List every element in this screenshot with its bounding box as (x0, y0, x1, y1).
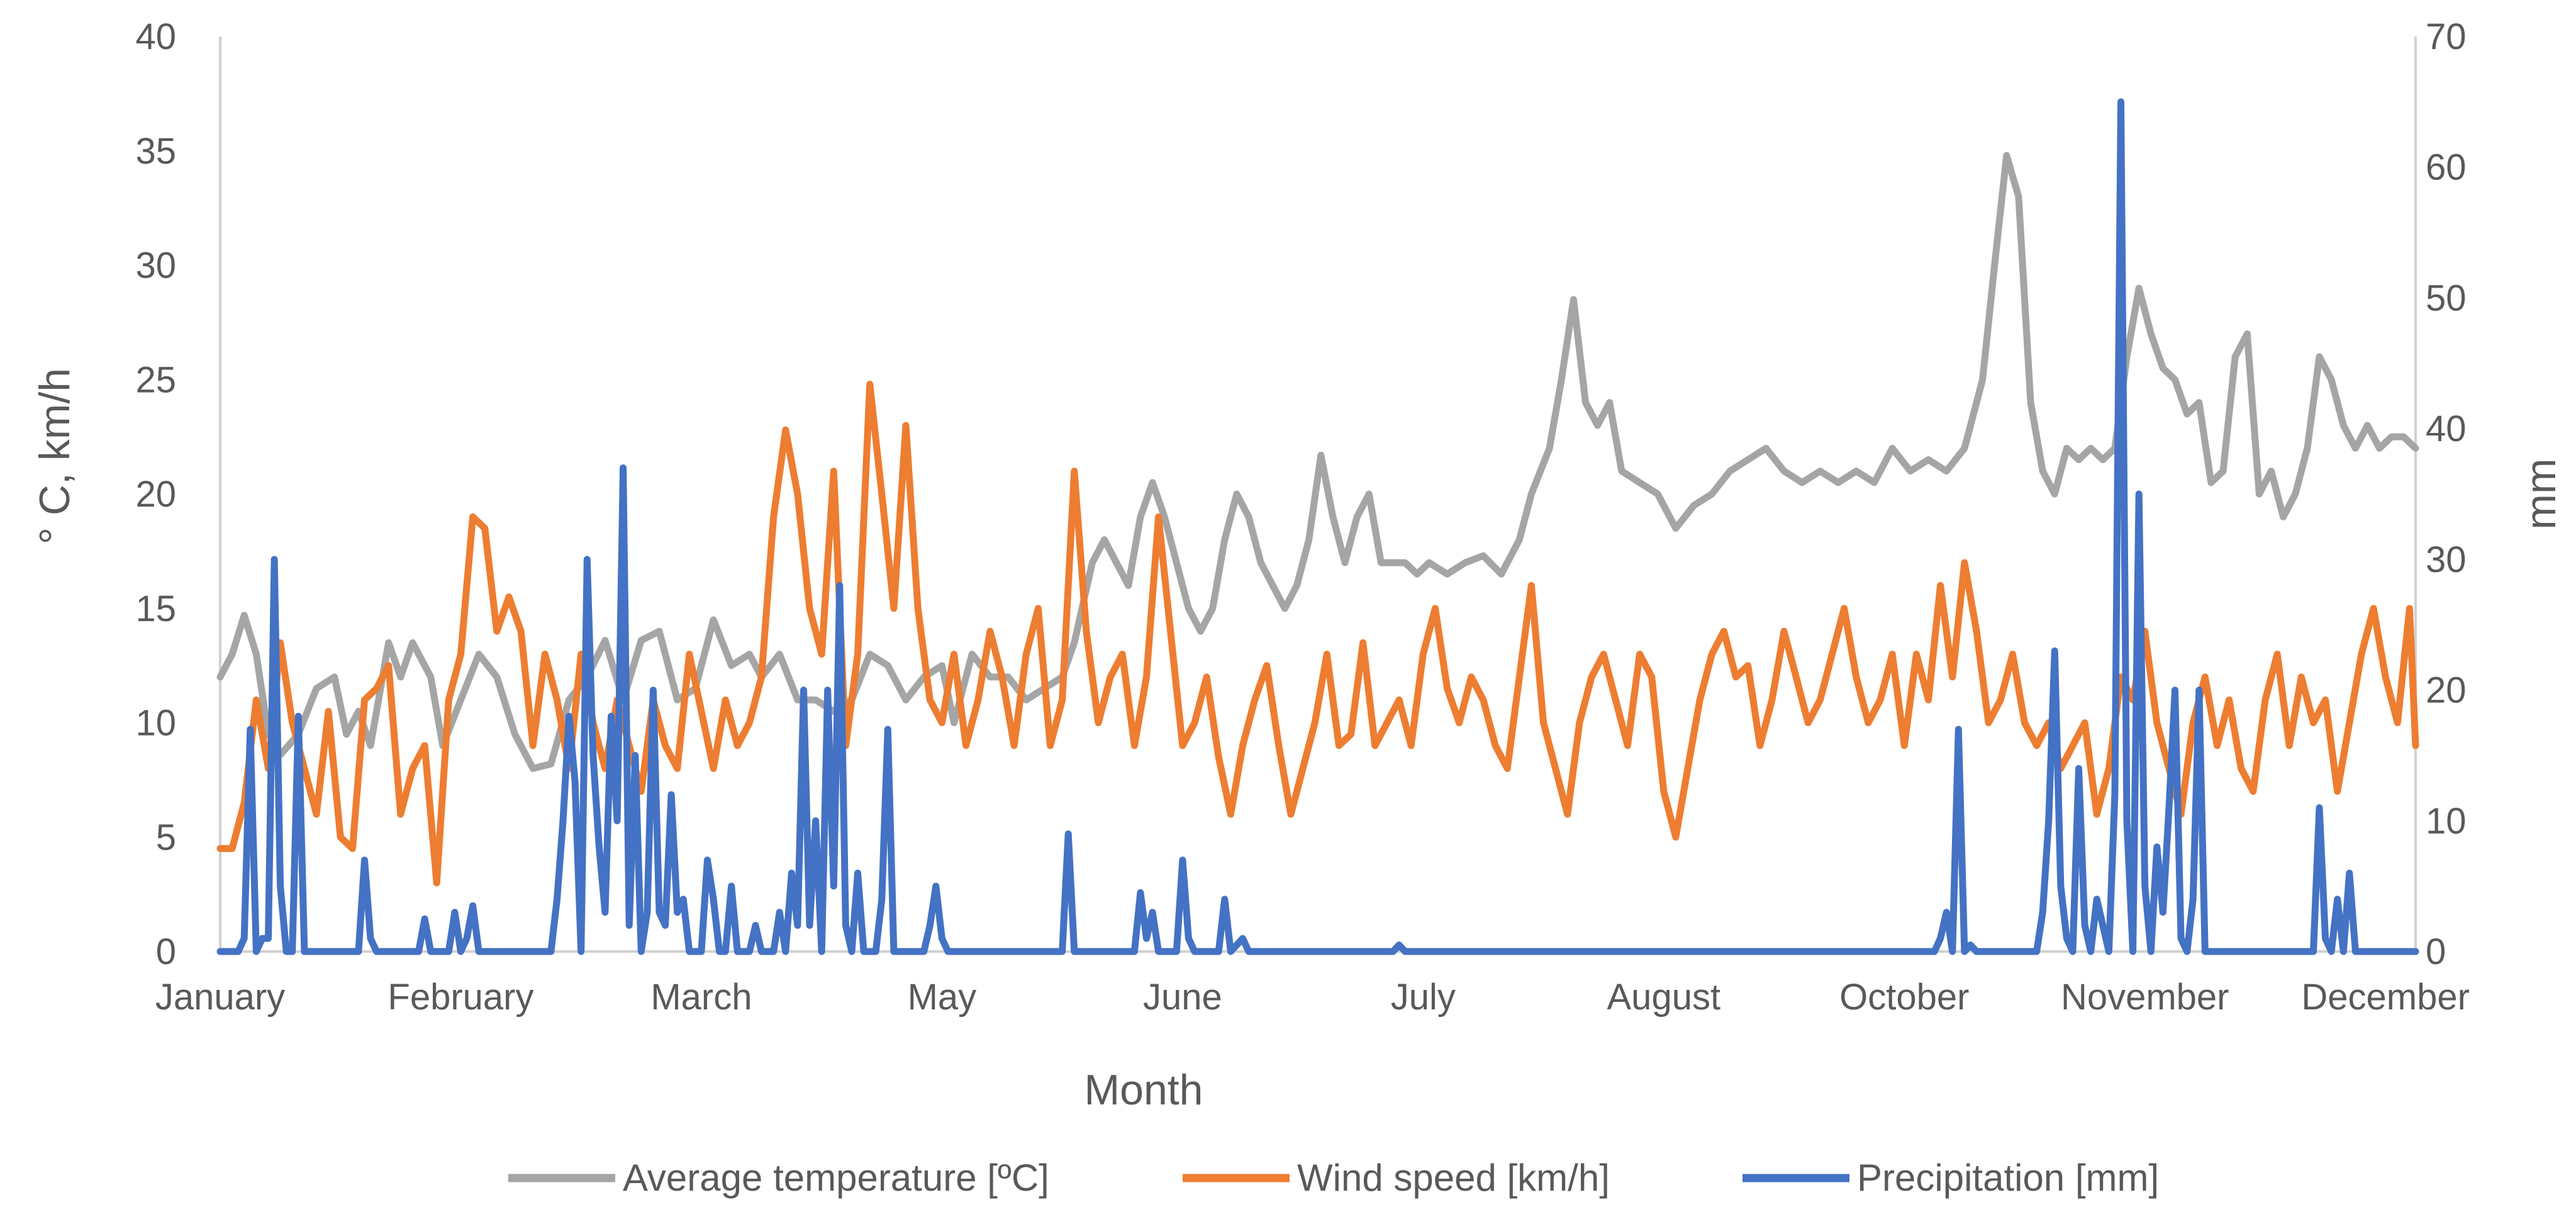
x-tick-label: December (2301, 977, 2470, 1018)
y-tick-label: 10 (135, 703, 176, 744)
y-tick-label: 20 (135, 474, 176, 515)
left-axis-ticks: 0 5 10 15 20 25 30 35 40 (135, 16, 176, 972)
y2-tick-label: 50 (2426, 278, 2467, 318)
legend-label-precipitation: Precipitation [mm] (1857, 1157, 2159, 1199)
y-axis-title: ° C, km/h (31, 368, 79, 544)
y-tick-label: 25 (135, 359, 176, 400)
y2-tick-label: 70 (2426, 16, 2467, 57)
x-tick-label: November (2061, 977, 2229, 1018)
y-tick-label: 40 (135, 16, 176, 57)
y-tick-label: 35 (135, 131, 176, 172)
x-tick-label: July (1391, 977, 1456, 1018)
y2-tick-label: 30 (2426, 539, 2467, 580)
legend: Average temperature [ºC] Wind speed [km/h… (508, 1157, 2159, 1199)
y-tick-label: 30 (135, 245, 176, 286)
right-axis-ticks: 0 10 20 30 40 50 60 70 (2426, 16, 2467, 972)
x-tick-label: May (908, 977, 977, 1018)
x-axis-title: Month (1084, 1066, 1203, 1114)
y2-tick-label: 0 (2426, 931, 2446, 972)
x-tick-label: October (1839, 977, 1969, 1018)
y2-axis-title: mm (2517, 458, 2565, 529)
series-lines (216, 98, 2419, 955)
series-line-precipitation (216, 98, 2419, 955)
y2-tick-label: 60 (2426, 147, 2467, 188)
y2-tick-label: 20 (2426, 670, 2467, 711)
x-axis-ticks: January February March May June July August Oct… (155, 977, 2470, 1018)
x-tick-label: January (155, 977, 285, 1018)
x-tick-label: February (388, 977, 533, 1018)
legend-label-average: Average temperature [ºC] (623, 1157, 1049, 1199)
y-tick-label: 0 (156, 931, 176, 972)
y-tick-label: 15 (135, 588, 176, 629)
y-tick-label: 5 (156, 817, 176, 858)
x-tick-label: March (650, 977, 752, 1018)
y2-tick-label: 40 (2426, 408, 2467, 449)
x-tick-label: August (1607, 977, 1721, 1018)
legend-label-wind: Wind speed [km/h] (1297, 1157, 1610, 1199)
x-tick-label: June (1143, 977, 1222, 1018)
y2-tick-label: 10 (2426, 800, 2467, 841)
